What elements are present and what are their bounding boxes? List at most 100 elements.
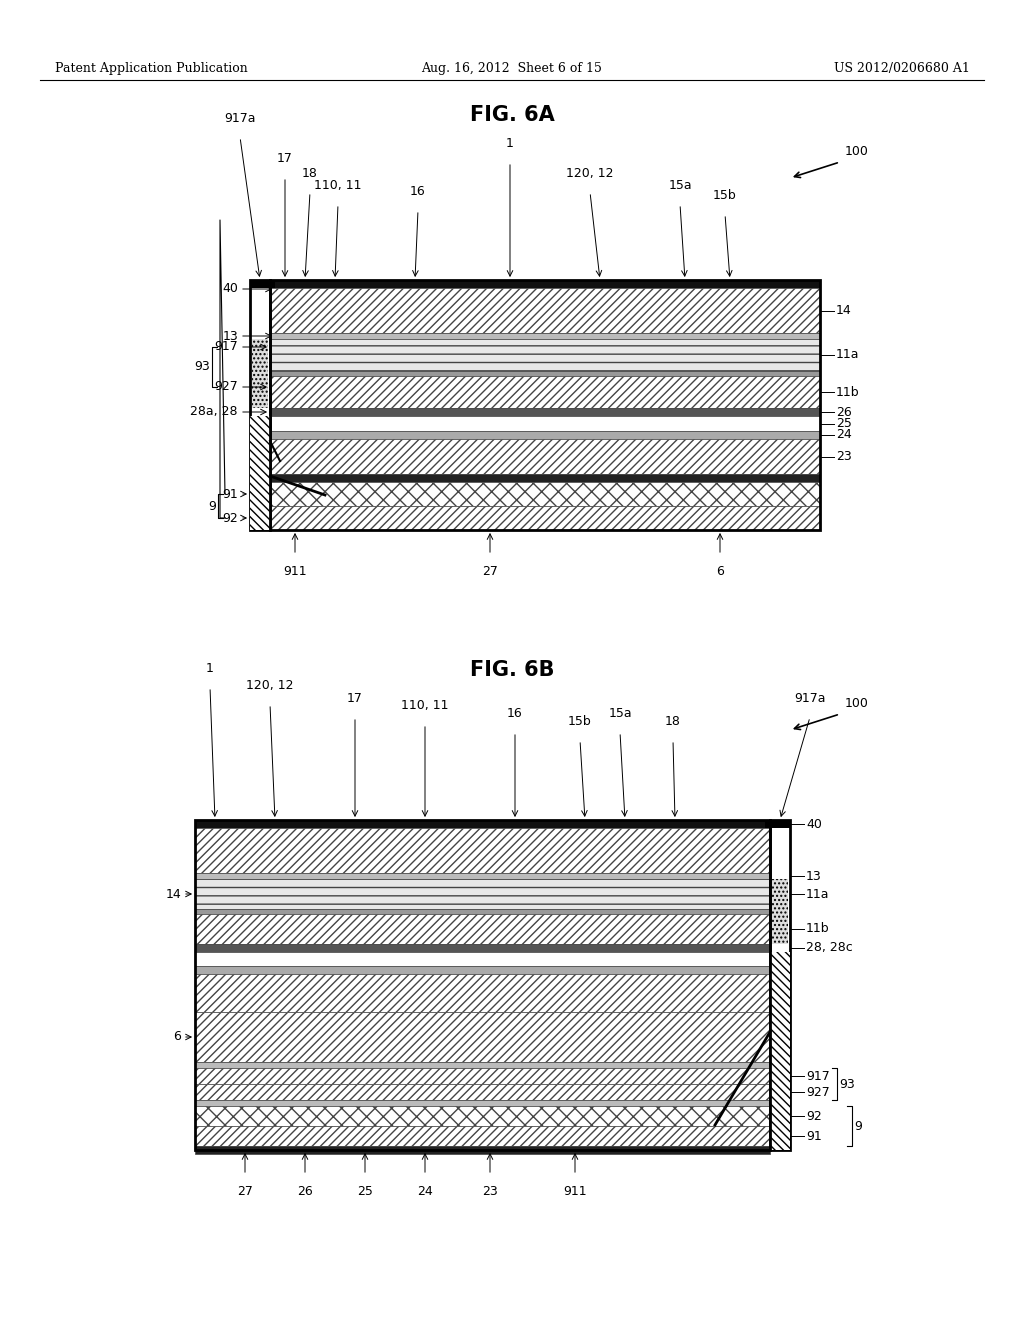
Bar xyxy=(195,1106,770,1126)
Bar xyxy=(195,1068,770,1084)
Text: 917a: 917a xyxy=(795,692,825,705)
Bar xyxy=(770,952,790,1150)
Bar xyxy=(270,288,820,333)
Text: FIG. 6A: FIG. 6A xyxy=(470,106,554,125)
Bar xyxy=(195,1126,770,1146)
Text: 24: 24 xyxy=(836,429,852,441)
Text: 100: 100 xyxy=(845,697,869,710)
Text: 25: 25 xyxy=(357,1185,373,1199)
Bar xyxy=(195,913,770,944)
Text: 1: 1 xyxy=(206,663,214,675)
Text: 927: 927 xyxy=(806,1085,829,1098)
Text: 17: 17 xyxy=(347,692,362,705)
Text: 18: 18 xyxy=(665,715,681,729)
Text: 9: 9 xyxy=(208,499,216,512)
Bar xyxy=(195,966,770,974)
Text: 27: 27 xyxy=(238,1185,253,1199)
Bar xyxy=(195,828,770,873)
Text: 16: 16 xyxy=(411,185,426,198)
Text: 917: 917 xyxy=(214,341,238,354)
Bar xyxy=(195,873,770,879)
Bar xyxy=(270,408,820,416)
Bar xyxy=(195,909,770,913)
Bar xyxy=(270,416,820,432)
Text: FIG. 6B: FIG. 6B xyxy=(470,660,554,680)
Bar xyxy=(250,280,270,531)
Text: 917a: 917a xyxy=(224,112,256,125)
Text: Patent Application Publication: Patent Application Publication xyxy=(55,62,248,75)
Text: 6: 6 xyxy=(173,1031,181,1044)
Text: 15b: 15b xyxy=(568,715,592,729)
Bar xyxy=(195,974,770,1012)
Text: 11a: 11a xyxy=(806,887,829,900)
Bar xyxy=(770,820,790,1150)
Text: 23: 23 xyxy=(482,1185,498,1199)
Bar xyxy=(195,820,770,828)
Bar xyxy=(195,820,770,1150)
Text: 23: 23 xyxy=(836,450,852,463)
Text: 911: 911 xyxy=(284,565,307,578)
Text: 26: 26 xyxy=(297,1185,313,1199)
Bar xyxy=(270,339,820,371)
Bar xyxy=(252,339,268,408)
Text: 28a, 28: 28a, 28 xyxy=(190,405,238,418)
Text: 15b: 15b xyxy=(713,189,737,202)
Bar xyxy=(195,879,770,909)
Text: 91: 91 xyxy=(222,487,238,500)
Bar xyxy=(270,280,820,288)
Text: 16: 16 xyxy=(507,708,523,719)
Text: 110, 11: 110, 11 xyxy=(314,180,361,191)
Text: 9: 9 xyxy=(854,1119,862,1133)
Bar xyxy=(250,280,275,288)
Text: US 2012/0206680 A1: US 2012/0206680 A1 xyxy=(835,62,970,75)
Text: 28, 28c: 28, 28c xyxy=(806,941,853,954)
Bar xyxy=(270,280,820,531)
Text: 93: 93 xyxy=(839,1077,855,1090)
Bar xyxy=(195,1084,770,1100)
Bar xyxy=(195,1100,770,1106)
Bar xyxy=(270,482,820,506)
Text: 11b: 11b xyxy=(806,923,829,936)
Text: 92: 92 xyxy=(222,511,238,524)
Bar xyxy=(765,820,790,828)
Text: 1: 1 xyxy=(506,137,514,150)
Text: 100: 100 xyxy=(845,145,869,158)
Text: 11a: 11a xyxy=(836,348,859,362)
Text: Aug. 16, 2012  Sheet 6 of 15: Aug. 16, 2012 Sheet 6 of 15 xyxy=(422,62,602,75)
Text: 40: 40 xyxy=(222,282,238,296)
Text: 13: 13 xyxy=(222,330,238,342)
Text: 927: 927 xyxy=(214,380,238,393)
Text: 15a: 15a xyxy=(669,180,692,191)
Text: 27: 27 xyxy=(482,565,498,578)
Bar xyxy=(270,376,820,408)
Bar xyxy=(270,432,820,440)
Text: 25: 25 xyxy=(836,417,852,430)
Text: 18: 18 xyxy=(302,168,317,180)
Text: 26: 26 xyxy=(836,405,852,418)
Bar xyxy=(195,1012,770,1063)
Text: 120, 12: 120, 12 xyxy=(566,168,613,180)
Text: 14: 14 xyxy=(836,304,852,317)
Text: 93: 93 xyxy=(195,360,210,374)
Text: 120, 12: 120, 12 xyxy=(246,678,294,692)
Text: 917: 917 xyxy=(806,1069,829,1082)
Text: 11b: 11b xyxy=(836,385,859,399)
Bar xyxy=(270,506,820,531)
Bar xyxy=(195,1063,770,1068)
Text: 24: 24 xyxy=(417,1185,433,1199)
Bar xyxy=(270,440,820,474)
Bar xyxy=(250,416,270,531)
Text: 6: 6 xyxy=(716,565,724,578)
Bar xyxy=(195,944,770,952)
Text: 110, 11: 110, 11 xyxy=(401,700,449,711)
Text: 13: 13 xyxy=(806,870,821,883)
Text: 17: 17 xyxy=(278,152,293,165)
Bar xyxy=(270,474,820,482)
Text: 911: 911 xyxy=(563,1185,587,1199)
Bar xyxy=(772,879,788,944)
Text: 14: 14 xyxy=(165,887,181,900)
Text: 40: 40 xyxy=(806,817,822,830)
Text: 91: 91 xyxy=(806,1130,821,1143)
Text: 92: 92 xyxy=(806,1110,821,1122)
Bar xyxy=(195,1146,770,1154)
